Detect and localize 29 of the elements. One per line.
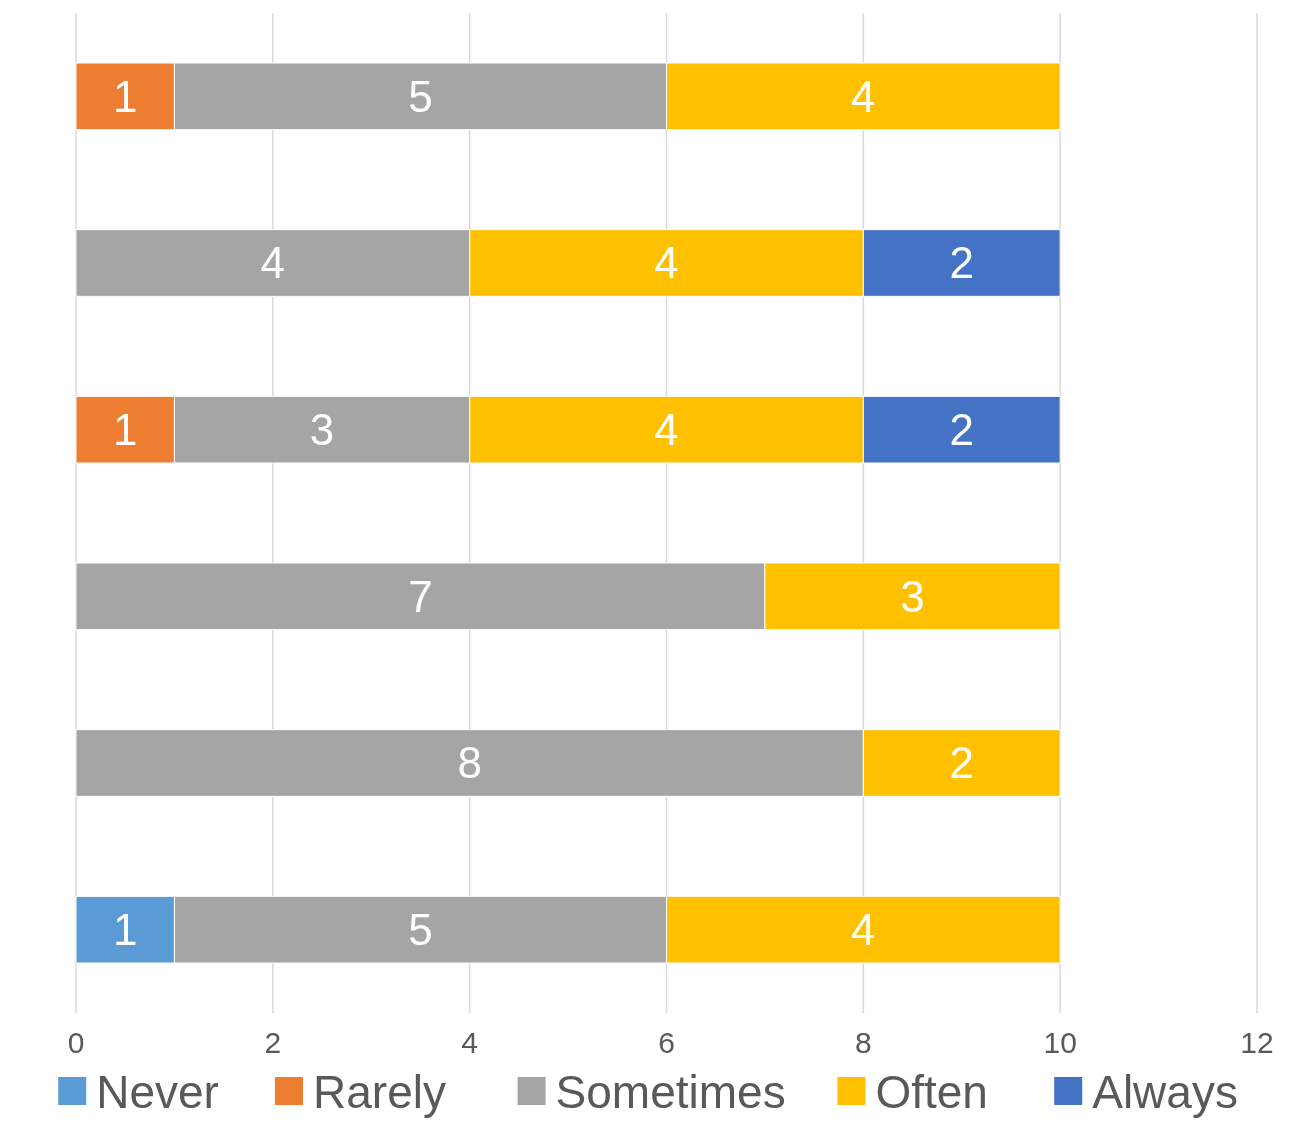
legend-label: Never	[96, 1065, 219, 1118]
data-label: 3	[309, 405, 335, 455]
x-tick-label: 12	[1240, 1026, 1274, 1059]
legend-label: Always	[1092, 1065, 1238, 1118]
data-label: 3	[900, 571, 925, 621]
data-label: 5	[408, 71, 433, 121]
x-tick-label: 6	[658, 1026, 675, 1059]
data-label: 4	[851, 71, 876, 121]
x-tick-label: 4	[461, 1026, 479, 1059]
x-tick-label: 2	[264, 1026, 282, 1059]
data-label: 1	[112, 905, 138, 955]
x-tick-label: 0	[67, 1026, 85, 1059]
data-label: 4	[654, 238, 679, 288]
data-label: 1	[112, 405, 138, 455]
data-label: 4	[260, 238, 286, 288]
x-tick-label: 10	[1043, 1026, 1077, 1059]
data-label: 2	[949, 738, 974, 788]
data-label: 5	[408, 905, 433, 955]
legend-label: Rarely	[313, 1065, 446, 1118]
data-label: 4	[654, 405, 679, 455]
data-label: 1	[112, 71, 138, 121]
data-label: 7	[408, 571, 433, 621]
legend-label: Sometimes	[555, 1065, 786, 1118]
x-tick-label: 8	[854, 1026, 872, 1059]
data-label: 8	[457, 738, 482, 788]
data-label: 4	[851, 905, 876, 955]
legend-label: Often	[875, 1065, 988, 1118]
data-label: 2	[949, 405, 974, 455]
data-label: 2	[949, 238, 974, 288]
